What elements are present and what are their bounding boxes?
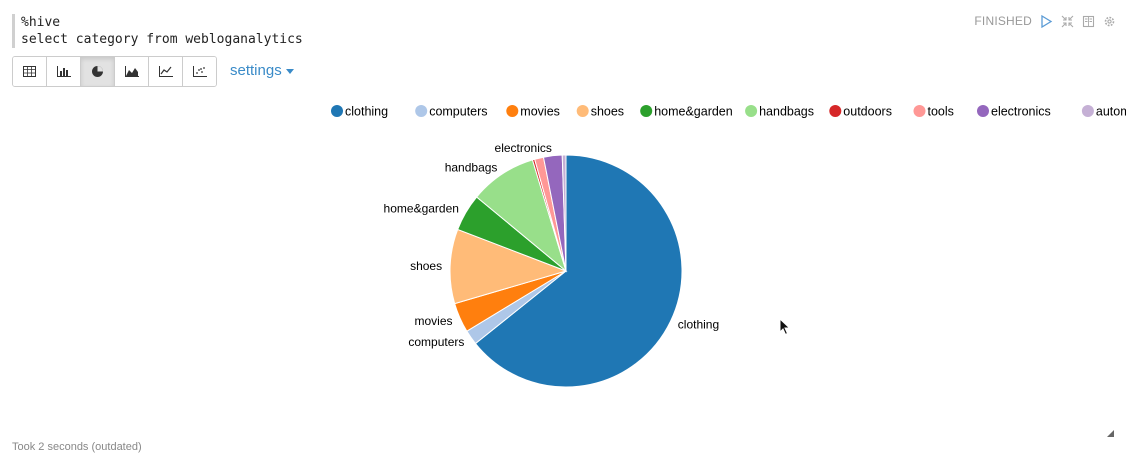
resize-handle[interactable] <box>1107 430 1114 437</box>
legend-label[interactable]: electronics <box>991 105 1051 119</box>
legend-swatch[interactable] <box>913 105 926 117</box>
legend-label[interactable]: shoes <box>591 105 624 119</box>
pie-slices <box>449 154 683 388</box>
code-line: %hive <box>21 15 61 30</box>
line-chart-button[interactable] <box>149 57 183 86</box>
legend-label[interactable]: clothing <box>345 105 388 119</box>
visualization-toolbar <box>12 56 217 87</box>
run-duration: Took 2 seconds (outdated) <box>12 441 142 453</box>
run-icon[interactable] <box>1040 14 1053 28</box>
slice-label: handbags <box>445 161 498 175</box>
slice-label: shoes <box>410 259 442 273</box>
legend-swatch[interactable] <box>331 105 343 117</box>
legend-label[interactable]: home&garden <box>654 105 733 119</box>
bar-chart-icon <box>56 66 71 77</box>
pie-slice[interactable] <box>474 154 683 388</box>
legend-swatch[interactable] <box>829 105 842 117</box>
legend-swatch[interactable] <box>506 105 519 117</box>
status-label: FINISHED <box>974 14 1032 28</box>
bar-chart-button[interactable] <box>47 57 81 86</box>
area-chart-button[interactable] <box>115 57 149 86</box>
slice-label: movies <box>415 314 453 328</box>
scatter-chart-button[interactable] <box>183 57 216 86</box>
pie-chart-button[interactable] <box>81 57 115 86</box>
code-line: select category from webloganalytics <box>21 32 303 47</box>
slice-label: home&garden <box>384 201 459 215</box>
legend-label[interactable]: tools <box>928 105 954 119</box>
slice-label: electronics <box>495 141 552 155</box>
legend-swatch[interactable] <box>977 105 989 117</box>
settings-label: settings <box>230 62 282 79</box>
legend-swatch[interactable] <box>1081 105 1094 117</box>
pie-slice[interactable] <box>561 154 567 272</box>
caret-down-icon <box>285 69 294 74</box>
settings-dropdown[interactable]: settings <box>230 62 294 79</box>
table-icon <box>23 66 36 77</box>
legend-swatch[interactable] <box>576 105 589 117</box>
paragraph-controls: FINISHED <box>974 14 1116 28</box>
legend-label[interactable]: outdoors <box>843 105 892 119</box>
table-view-button[interactable] <box>13 57 47 86</box>
pie-slice[interactable] <box>449 228 568 305</box>
legend-label[interactable]: automotive <box>1096 105 1126 119</box>
legend-swatch[interactable] <box>415 105 428 117</box>
pie-labels: clothing computers movies shoes home&garden h… <box>384 141 720 349</box>
pie-chart-icon <box>92 66 103 77</box>
area-chart-icon <box>124 66 139 77</box>
legend-swatch[interactable] <box>745 105 758 117</box>
collapse-icon[interactable] <box>1061 15 1074 28</box>
slice-label: clothing <box>678 318 719 332</box>
legend-label[interactable]: handbags <box>759 105 814 119</box>
legend-label[interactable]: computers <box>429 105 487 119</box>
slice-label: computers <box>408 335 464 349</box>
line-chart-icon <box>158 66 173 77</box>
pie-chart: clothing computers movies shoes home&garden h… <box>331 105 1126 388</box>
chart-legend: clothing computers movies shoes home&garden h… <box>331 105 1126 119</box>
mouse-cursor-icon <box>779 318 791 336</box>
legend-swatch[interactable] <box>640 105 653 117</box>
legend-label[interactable]: movies <box>520 105 560 119</box>
scatter-chart-icon <box>192 66 207 77</box>
book-icon[interactable] <box>1082 15 1095 28</box>
code-editor[interactable]: %hive select category from webloganalyti… <box>12 14 303 48</box>
gear-icon[interactable] <box>1103 15 1116 28</box>
